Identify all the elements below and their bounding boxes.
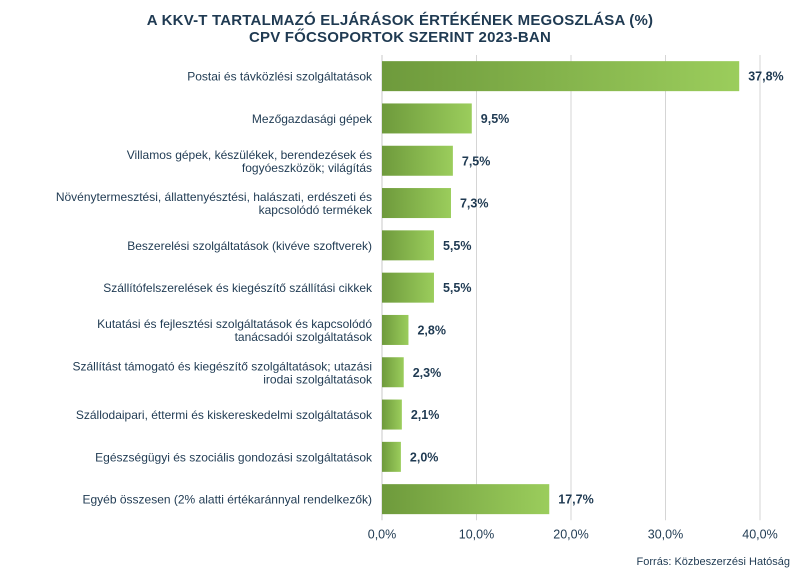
data-label: 9,5%: [481, 112, 510, 126]
category-label: Egészségügyi és szociális gondozási szol…: [95, 450, 373, 464]
bar: [382, 103, 472, 134]
category-label: Szállítást támogató és kiegészítő szolgá…: [73, 359, 373, 373]
data-label: 2,3%: [413, 366, 442, 380]
data-label: 7,3%: [460, 197, 489, 211]
x-tick-label: 10,0%: [459, 527, 494, 541]
data-label: 2,0%: [410, 450, 439, 464]
category-label: fogyóeszközök; világítás: [242, 161, 372, 175]
data-label: 2,1%: [411, 408, 440, 422]
category-label: Egyéb összesen (2% alatti értékaránnyal …: [83, 493, 373, 507]
bar: [382, 314, 409, 345]
data-label: 37,8%: [748, 70, 783, 84]
category-label: Növénytermesztési, állattenyésztési, hal…: [56, 190, 372, 204]
x-tick-label: 30,0%: [648, 527, 683, 541]
bar: [382, 441, 401, 472]
category-label: Szállodaipari, éttermi és kiskereskedelm…: [76, 408, 373, 422]
category-label: Beszerelési szolgáltatások (kivéve szoft…: [127, 239, 372, 253]
bar: [382, 145, 453, 176]
category-label: Mezőgazdasági gépek: [252, 112, 373, 126]
data-label: 7,5%: [462, 154, 491, 168]
bar: [382, 357, 404, 388]
bar: [382, 484, 550, 515]
bar: [382, 399, 402, 430]
category-label: Szállítófelszerelések és kiegészítő szál…: [103, 281, 373, 295]
chart-title-line-2: CPV FŐCSOPORTOK SZERINT 2023-BAN: [248, 29, 551, 46]
category-label: Kutatási és fejlesztési szolgáltatások é…: [97, 317, 372, 331]
x-tick-label: 20,0%: [553, 527, 588, 541]
chart-title: A KKV-T TARTALMAZÓ ELJÁRÁSOK ÉRTÉKÉNEK M…: [0, 12, 800, 46]
bar: [382, 61, 740, 92]
bar: [382, 272, 434, 303]
category-label: Postai és távközlési szolgáltatások: [187, 70, 373, 84]
category-label: tanácsadói szolgáltatások: [235, 330, 373, 344]
x-tick-label: 0,0%: [368, 527, 397, 541]
bar: [382, 230, 434, 261]
data-label: 5,5%: [443, 239, 472, 253]
source-note: Forrás: Közbeszerzési Hatóság: [636, 556, 790, 568]
category-label: irodai szolgáltatások: [263, 372, 373, 386]
bar: [382, 188, 451, 219]
category-label: kapcsolódó termékek: [259, 203, 373, 217]
data-label: 2,8%: [417, 323, 446, 337]
data-label: 5,5%: [443, 281, 472, 295]
category-label: Villamos gépek, készülékek, berendezések…: [127, 148, 372, 162]
x-tick-label: 40,0%: [742, 527, 777, 541]
chart-title-line-1: A KKV-T TARTALMAZÓ ELJÁRÁSOK ÉRTÉKÉNEK M…: [146, 12, 654, 29]
data-label: 17,7%: [558, 493, 593, 507]
